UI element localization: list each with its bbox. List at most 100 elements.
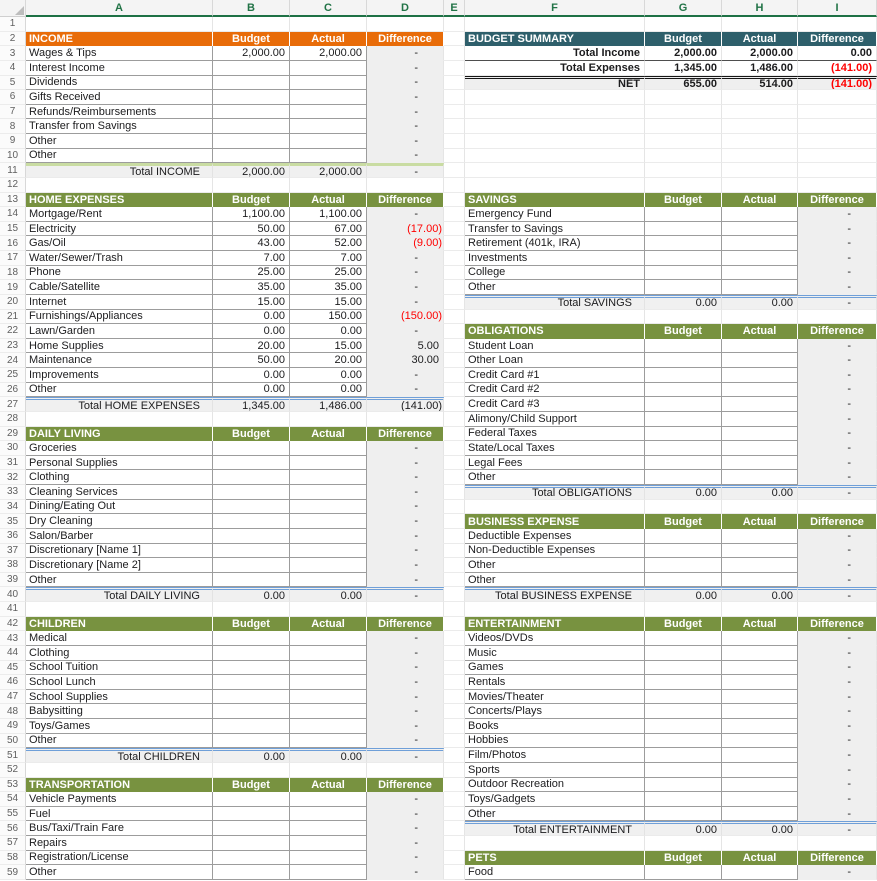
row-header-13[interactable]: 13 [0,192,26,208]
cell-F31[interactable]: Legal Fees [465,455,645,471]
cell-I5[interactable]: (141.00) [798,75,877,91]
cell-A31[interactable]: Personal Supplies [26,455,213,471]
section-header-budget-summary[interactable]: BUDGET SUMMARY [465,31,645,47]
cell-H7[interactable] [722,104,798,120]
cell-A34[interactable]: Dining/Eating Out [26,499,213,515]
cell-I29[interactable]: - [798,426,877,442]
cell-D49[interactable]: - [367,719,444,734]
row-header-58[interactable]: 58 [0,850,26,866]
cell-B22[interactable]: 0.00 [213,324,290,339]
cell-F30[interactable]: State/Local Taxes [465,441,645,456]
cell-H56[interactable]: 0.00 [722,821,798,836]
cell-F25[interactable]: Credit Card #1 [465,368,645,383]
cell-A22[interactable]: Lawn/Garden [26,324,213,339]
cell-H8[interactable] [722,119,798,134]
row-header-24[interactable]: 24 [0,353,26,368]
cell-A35[interactable]: Dry Cleaning [26,514,213,529]
cell-F27[interactable]: Credit Card #3 [465,397,645,412]
cell-F52[interactable]: Sports [465,762,645,778]
cell-B32[interactable] [213,470,290,485]
cell-E8[interactable] [444,119,465,134]
cell-C17[interactable]: 7.00 [290,251,367,266]
cell-B16[interactable]: 43.00 [213,236,290,251]
cell-B50[interactable] [213,733,290,749]
cell-I34[interactable] [798,499,877,515]
cell-E20[interactable] [444,294,465,310]
row-header-51[interactable]: 51 [0,748,26,763]
cell-D8[interactable]: - [367,119,444,134]
cell-D57[interactable]: - [367,836,444,851]
cell-G21[interactable] [645,309,722,325]
cell-A52[interactable] [26,762,213,778]
cell-D27[interactable]: (141.00) [367,397,444,412]
cell-B49[interactable] [213,719,290,734]
cell-D6[interactable]: - [367,90,444,105]
cell-I51[interactable]: - [798,748,877,763]
cell-A44[interactable]: Clothing [26,645,213,661]
cell-E45[interactable] [444,660,465,676]
cell-F37[interactable]: Non-Deductible Expenses [465,543,645,559]
obligations-actual-column-label[interactable]: Actual [722,324,798,339]
cell-H1[interactable] [722,17,798,32]
cell-F23[interactable]: Student Loan [465,338,645,354]
cell-F15[interactable]: Transfer to Savings [465,221,645,237]
cell-H26[interactable] [722,382,798,398]
column-header-A[interactable]: A [26,0,213,17]
total-row-label-total-children[interactable]: Total CHILDREN [26,748,213,763]
cell-F8[interactable] [465,119,645,134]
cell-G8[interactable] [645,119,722,134]
row-header-27[interactable]: 27 [0,397,26,412]
cell-F43[interactable]: Videos/DVDs [465,631,645,646]
row-header-34[interactable]: 34 [0,499,26,515]
cell-E1[interactable] [444,17,465,32]
cell-H5[interactable]: 514.00 [722,75,798,91]
row-header-37[interactable]: 37 [0,543,26,559]
cell-A6[interactable]: Gifts Received [26,90,213,105]
cell-G14[interactable] [645,207,722,222]
cell-F21[interactable] [465,309,645,325]
cell-G17[interactable] [645,251,722,266]
income-budget-column-label[interactable]: Budget [213,31,290,47]
cell-D10[interactable]: - [367,148,444,164]
cell-I28[interactable]: - [798,411,877,427]
cell-B43[interactable] [213,631,290,646]
cell-B36[interactable] [213,528,290,544]
cell-F41[interactable] [465,602,645,617]
cell-A49[interactable]: Toys/Games [26,719,213,734]
cell-E2[interactable] [444,31,465,47]
cell-B46[interactable] [213,675,290,690]
cell-C22[interactable]: 0.00 [290,324,367,339]
cell-A26[interactable]: Other [26,382,213,398]
cell-B17[interactable]: 7.00 [213,251,290,266]
cell-G26[interactable] [645,382,722,398]
row-header-28[interactable]: 28 [0,411,26,427]
section-header-home-expenses[interactable]: HOME EXPENSES [26,192,213,208]
row-header-26[interactable]: 26 [0,382,26,398]
row-header-7[interactable]: 7 [0,104,26,120]
row-header-21[interactable]: 21 [0,309,26,325]
cell-I1[interactable] [798,17,877,32]
section-header-business-expense[interactable]: BUSINESS EXPENSE [465,514,645,529]
cell-A14[interactable]: Mortgage/Rent [26,207,213,222]
row-header-48[interactable]: 48 [0,704,26,719]
cell-E55[interactable] [444,806,465,822]
cell-B20[interactable]: 15.00 [213,294,290,310]
cell-G43[interactable] [645,631,722,646]
cell-D19[interactable]: - [367,280,444,295]
row-header-10[interactable]: 10 [0,148,26,164]
cell-H21[interactable] [722,309,798,325]
cell-C18[interactable]: 25.00 [290,265,367,281]
cell-F1[interactable] [465,17,645,32]
row-header-33[interactable]: 33 [0,485,26,500]
cell-A20[interactable]: Internet [26,294,213,310]
cell-G15[interactable] [645,221,722,237]
cell-H48[interactable] [722,704,798,719]
cell-D31[interactable]: - [367,455,444,471]
total-row-label-total-savings[interactable]: Total SAVINGS [465,294,645,310]
cell-H10[interactable] [722,148,798,164]
cell-B10[interactable] [213,148,290,164]
cell-H51[interactable] [722,748,798,763]
cell-B1[interactable] [213,17,290,32]
cell-E30[interactable] [444,441,465,456]
cell-B31[interactable] [213,455,290,471]
